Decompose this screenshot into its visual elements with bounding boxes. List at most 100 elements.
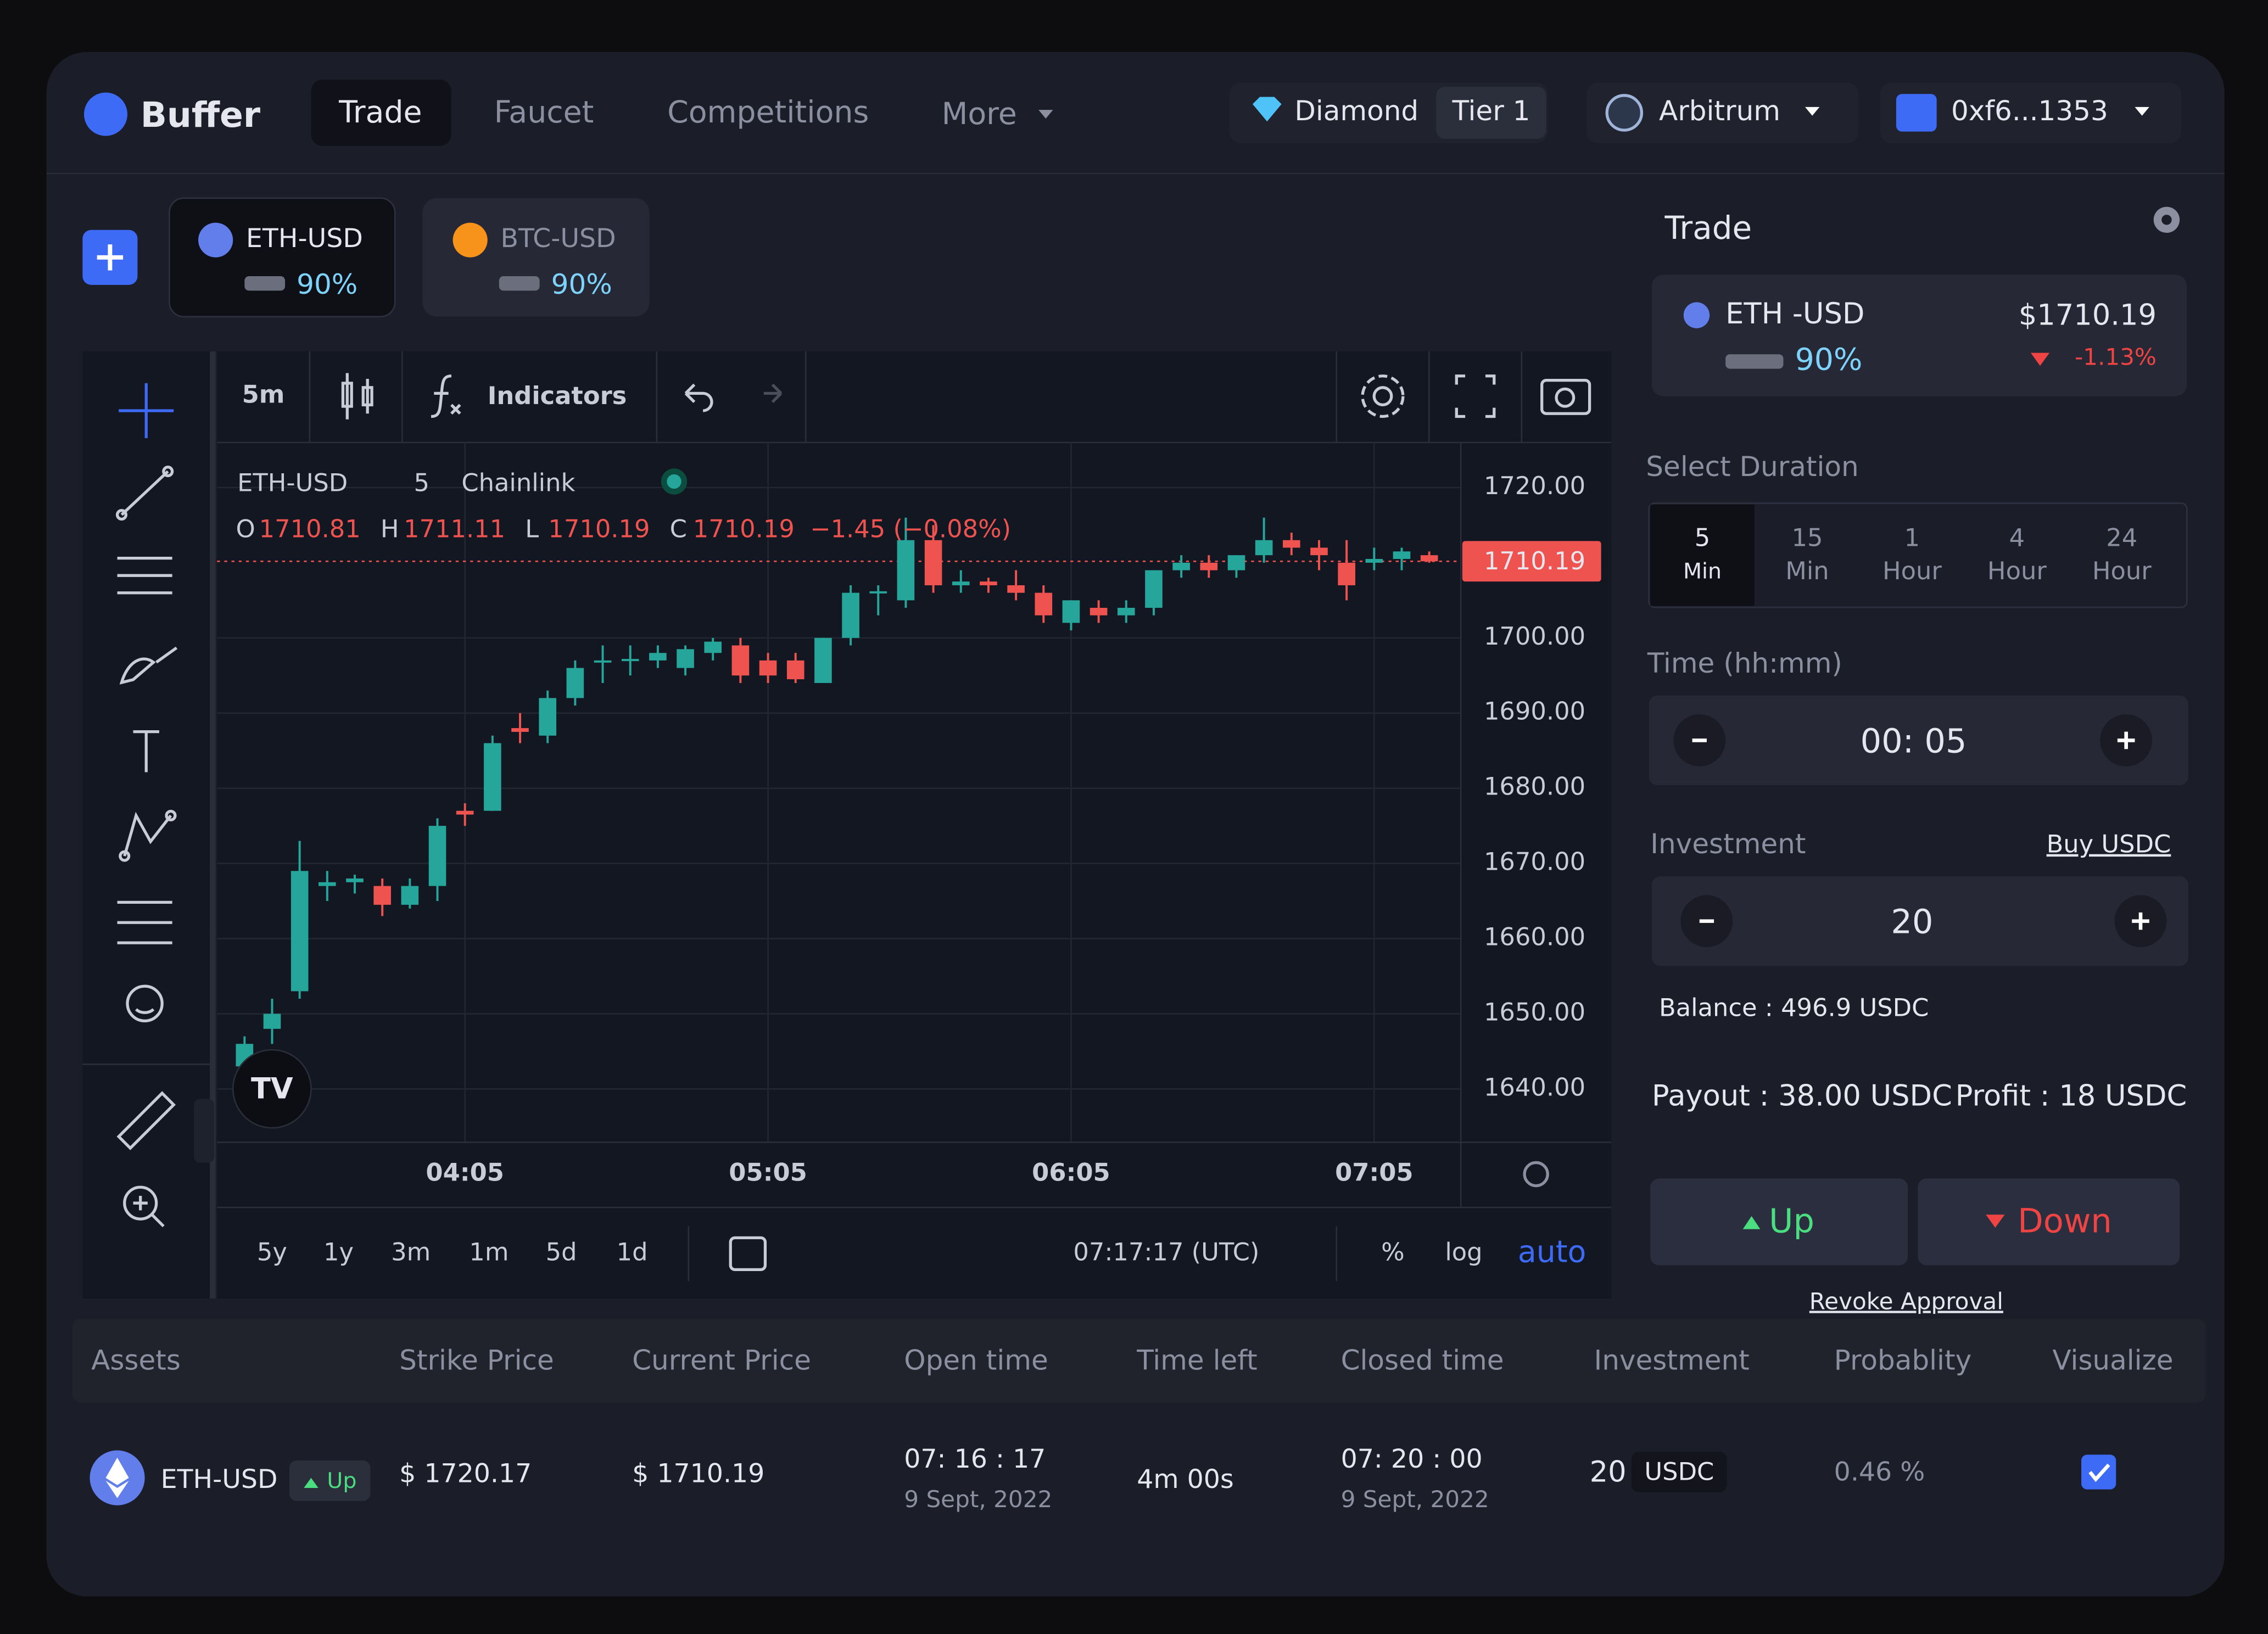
- label: Select Duration: [1646, 451, 1858, 483]
- candle-body: [594, 660, 612, 663]
- btc-icon: [453, 222, 488, 258]
- calendar-icon[interactable]: [729, 1236, 767, 1271]
- range-button[interactable]: 1m: [469, 1237, 509, 1266]
- investment: 20: [1590, 1455, 1627, 1488]
- duration-unit: Min: [1785, 556, 1829, 585]
- candle-body: [704, 641, 722, 653]
- logo: Buffer: [141, 94, 260, 135]
- open-time: 07: 16 : 17: [904, 1444, 1046, 1474]
- ohlc-value: 1710.19: [693, 514, 795, 544]
- visualize-checkbox[interactable]: [2081, 1454, 2116, 1490]
- payout-icon: [1725, 354, 1784, 369]
- candle-body: [1035, 592, 1053, 615]
- scale-option[interactable]: log: [1445, 1237, 1482, 1266]
- ohlc-value: 1711.11: [404, 514, 505, 544]
- tier-level: Tier 1: [1452, 95, 1530, 127]
- candle-body: [319, 882, 336, 886]
- up-button[interactable]: [1650, 1178, 1908, 1266]
- interval[interactable]: 5m: [242, 380, 285, 409]
- candle-body: [621, 659, 639, 662]
- pair-card[interactable]: [169, 197, 396, 318]
- x-tick-label: 05:05: [729, 1158, 807, 1187]
- label: Time (hh:mm): [1647, 647, 1842, 679]
- candle-body: [1007, 585, 1025, 593]
- direction: Up: [327, 1468, 356, 1493]
- duration-unit: Hour: [1882, 556, 1942, 585]
- range-button[interactable]: 1y: [323, 1237, 354, 1266]
- tier-badge: [1436, 87, 1546, 139]
- settings-icon: [2161, 215, 2172, 225]
- duration-value: 1: [1904, 523, 1920, 552]
- wallet-icon: [1896, 94, 1937, 132]
- time-input[interactable]: [1649, 695, 2188, 786]
- time-value: 00: 05: [1861, 722, 1967, 760]
- range-button[interactable]: 5y: [257, 1237, 287, 1266]
- candle-body: [1283, 540, 1300, 548]
- down-arrow: [1986, 1215, 2005, 1228]
- nav-tab[interactable]: Competitions: [667, 95, 869, 130]
- investment-input[interactable]: [1651, 876, 2188, 966]
- toolbar-separators: [309, 351, 1523, 443]
- y-tick-label: 1690.00: [1484, 697, 1585, 726]
- collapse[interactable]: [194, 1099, 215, 1163]
- pair-summary: [1651, 275, 2187, 396]
- range-button[interactable]: 5d: [546, 1237, 577, 1266]
- candle-body: [539, 698, 556, 736]
- investment-value: 20: [1891, 903, 1933, 941]
- y-tick-label: 1640.00: [1484, 1072, 1585, 1101]
- check: [2088, 1463, 2110, 1482]
- candle-body: [1117, 608, 1135, 615]
- status-dot: [667, 474, 681, 489]
- panel-title: Trade: [1664, 209, 1752, 247]
- durations: 5 Min 15 Min 1 Hour 4 Hour 24 Hour: [1683, 523, 2152, 585]
- down-arrow: [2030, 352, 2050, 366]
- candle-body: [759, 660, 777, 676]
- up-arrow: [1742, 1216, 1761, 1229]
- duration-unit: Hour: [1987, 556, 2047, 585]
- candle-body: [373, 886, 391, 905]
- down-button[interactable]: [1918, 1178, 2180, 1266]
- candle-body: [897, 540, 915, 601]
- strike: $ 1720.17: [399, 1458, 532, 1488]
- duration-group: [1648, 502, 2188, 608]
- candle-body: [814, 637, 832, 683]
- axis-settings[interactable]: [1523, 1161, 1549, 1188]
- buy-link[interactable]: Buy USDC: [2047, 830, 2171, 859]
- revoke[interactable]: Revoke Approval: [1809, 1288, 2003, 1314]
- pair-card[interactable]: [422, 198, 650, 317]
- probability: 0.46 %: [1834, 1457, 1925, 1487]
- nav-tab[interactable]: More: [942, 97, 1017, 132]
- nav-tab[interactable]: Trade: [338, 95, 422, 130]
- payout-icon: [499, 276, 540, 291]
- drawing-tools: [115, 383, 178, 1228]
- range-button[interactable]: 1d: [617, 1237, 648, 1266]
- wallet-box[interactable]: [1880, 82, 2181, 143]
- network-box[interactable]: [1587, 82, 1859, 143]
- x-tick-label: 06:05: [1032, 1158, 1110, 1187]
- range-button[interactable]: 3m: [391, 1237, 431, 1266]
- pair-payout: 90%: [551, 268, 612, 300]
- nav-tab[interactable]: Faucet: [494, 95, 594, 130]
- balance: Balance : 496.9 USDC: [1659, 993, 1929, 1022]
- ohlc-key: L: [525, 514, 539, 544]
- scale-option[interactable]: %: [1381, 1237, 1405, 1266]
- current: $ 1710.19: [632, 1458, 764, 1488]
- direction-badge: [289, 1460, 371, 1501]
- x-tick-label: 04:05: [426, 1158, 504, 1187]
- scale-option[interactable]: auto: [1518, 1234, 1586, 1269]
- asset: ETH-USD: [161, 1464, 278, 1495]
- duration-value: 4: [2009, 523, 2025, 552]
- last-price-tag: [1462, 541, 1601, 582]
- candle-body: [952, 581, 970, 585]
- candle-body: [924, 540, 942, 585]
- chart-panel: [217, 351, 1612, 1299]
- ranges: 5y 1y 3m 1m 5d 1d: [257, 1237, 648, 1266]
- legend-symbol: ETH-USD: [237, 468, 348, 497]
- candle-body: [1338, 562, 1355, 585]
- indicators[interactable]: Indicators: [488, 381, 627, 410]
- tab-active[interactable]: [311, 79, 451, 146]
- caret: [2135, 107, 2149, 116]
- duration-value: 24: [2106, 523, 2137, 552]
- table-header-cell: Probablity: [1834, 1344, 1972, 1376]
